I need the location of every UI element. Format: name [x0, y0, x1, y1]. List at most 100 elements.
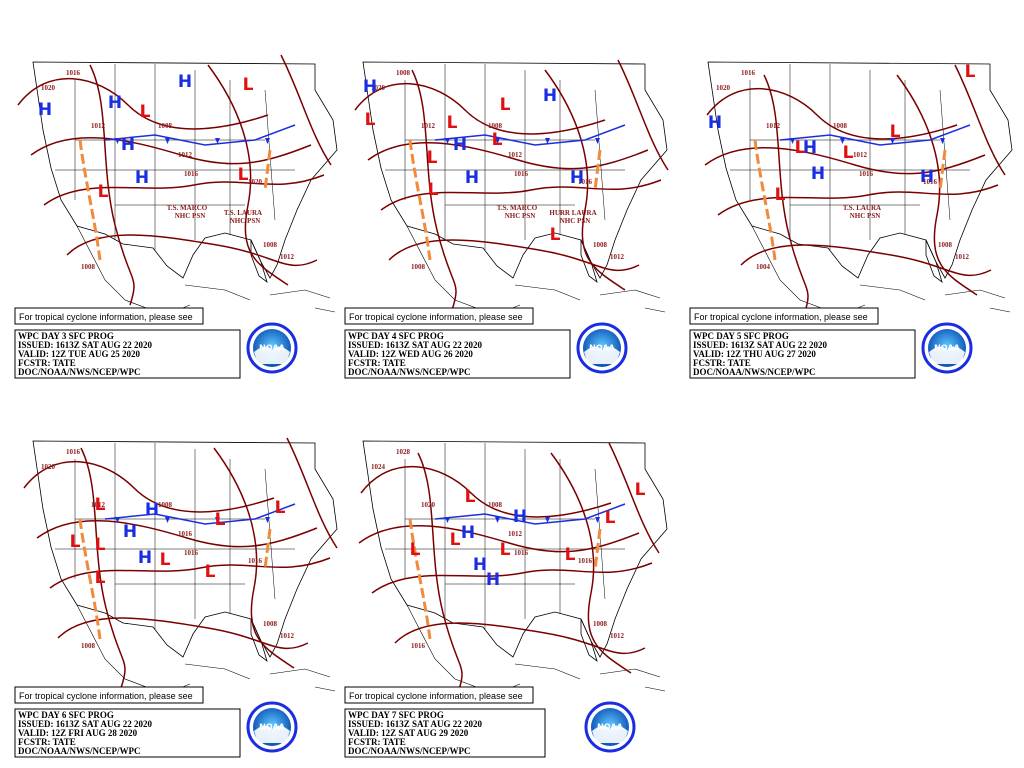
isobar: [544, 69, 626, 291]
low-center: L: [410, 540, 421, 560]
low-center: L: [428, 180, 439, 200]
low-center: L: [843, 143, 854, 163]
noaa-gull: [254, 346, 290, 364]
high-center: H: [465, 168, 479, 188]
high-center: H: [570, 168, 584, 188]
isobar-label: 1008: [263, 241, 278, 249]
info-forecaster: FCSTR: TATE: [18, 737, 76, 747]
isobar-label: 1012: [508, 530, 523, 538]
noaa-gull: [592, 725, 628, 743]
high-center: H: [461, 523, 475, 543]
low-center: L: [565, 545, 576, 565]
caribbean: [599, 668, 666, 692]
isobar-label: 1016: [66, 448, 81, 456]
low-center: L: [965, 62, 976, 82]
isobar-label: 1012: [91, 501, 106, 509]
isobar-label: 1016: [411, 642, 426, 650]
high-center: H: [708, 113, 722, 133]
info-valid: VALID: 12Z WED AUG 26 2020: [348, 349, 473, 359]
low-center: L: [492, 130, 503, 150]
info-box: [14, 329, 241, 379]
isobar-label: 1016: [184, 549, 199, 557]
caribbean: [269, 289, 336, 313]
low-center: L: [635, 480, 646, 500]
isobar-label: 1012: [853, 151, 868, 159]
info-office: DOC/NOAA/NWS/NCEP/WPC: [348, 367, 471, 377]
info-issued: ISSUED: 1613Z SAT AUG 22 2020: [348, 719, 482, 729]
info-issued: ISSUED: 1613Z SAT AUG 22 2020: [693, 340, 827, 350]
tropical-note: For tropical cyclone information, please…: [349, 312, 523, 322]
storm-label: NHC PSN: [230, 217, 261, 225]
isobar-label: 1012: [508, 151, 523, 159]
trough: [593, 528, 602, 570]
isobar: [717, 184, 999, 216]
florida: [925, 239, 943, 284]
info-forecaster: FCSTR: TATE: [693, 358, 751, 368]
isobar-label: 1008: [411, 263, 426, 271]
low-center: L: [500, 540, 511, 560]
isobar: [371, 562, 653, 594]
front-barb: [165, 138, 170, 144]
isobar-label: 1016: [66, 69, 81, 77]
isobar-label: 1008: [593, 241, 608, 249]
low-center: L: [275, 498, 286, 518]
storm-label: T.S. MARCO: [167, 204, 208, 212]
isobar-label: 1012: [280, 632, 295, 640]
low-center: L: [243, 75, 254, 95]
noaa-logo-text: NOAA: [597, 723, 623, 732]
isobar-label: 1008: [938, 241, 953, 249]
info-title: WPC DAY 3 SFC PROG: [18, 331, 114, 341]
info-forecaster: FCSTR: TATE: [348, 358, 406, 368]
cold-front: [104, 503, 296, 525]
tropical-note: For tropical cyclone information, please…: [19, 691, 193, 701]
low-center: L: [500, 95, 511, 115]
trough: [408, 518, 432, 640]
front-barb: [890, 138, 895, 144]
isobar: [66, 234, 318, 267]
isobar: [213, 447, 295, 669]
info-title: WPC DAY 4 SFC PROG: [348, 331, 444, 341]
isobar-label: 1012: [610, 632, 625, 640]
low-center: L: [605, 508, 616, 528]
isobar: [763, 74, 809, 316]
info-office: DOC/NOAA/NWS/NCEP/WPC: [18, 746, 141, 756]
isobar-label: 1008: [488, 122, 503, 130]
noaa-logo-text: NOAA: [934, 344, 960, 353]
isobar: [358, 525, 640, 553]
storm-label: NHC PSN: [175, 212, 206, 220]
isobar-label: 1012: [766, 122, 781, 130]
front-barb: [215, 138, 220, 144]
low-center: L: [550, 225, 561, 245]
high-center: H: [543, 86, 557, 106]
isobar-label: 1020: [716, 84, 731, 92]
info-box: [344, 708, 546, 758]
isobar-label: 1012: [280, 253, 295, 261]
storm-label: NHC PSN: [505, 212, 536, 220]
map: [358, 440, 668, 695]
front-barb: [790, 138, 795, 144]
florida: [580, 239, 598, 284]
low-center: L: [447, 113, 458, 133]
isobar: [43, 174, 325, 206]
isobar-label: 1020: [41, 463, 56, 471]
info-issued: ISSUED: 1613Z SAT AUG 22 2020: [348, 340, 482, 350]
low-center: L: [795, 138, 806, 158]
low-center: L: [70, 532, 81, 552]
isobar-label: 1024: [371, 463, 386, 471]
isobar: [80, 447, 126, 689]
cold-front: [434, 503, 626, 525]
info-valid: VALID: 12Z THU AUG 27 2020: [693, 349, 816, 359]
note-box: [344, 307, 534, 325]
isobar-label: 1020: [248, 178, 263, 186]
high-center: H: [138, 548, 152, 568]
isobar: [360, 466, 612, 518]
trough: [593, 149, 602, 191]
info-issued: ISSUED: 1613Z SAT AUG 22 2020: [18, 340, 152, 350]
info-title: WPC DAY 7 SFC PROG: [348, 710, 444, 720]
isobar: [394, 622, 646, 655]
info-valid: VALID: 12Z TUE AUG 25 2020: [18, 349, 140, 359]
isobar-label: 1008: [488, 501, 503, 509]
map: [704, 61, 1013, 316]
trough: [408, 139, 432, 261]
